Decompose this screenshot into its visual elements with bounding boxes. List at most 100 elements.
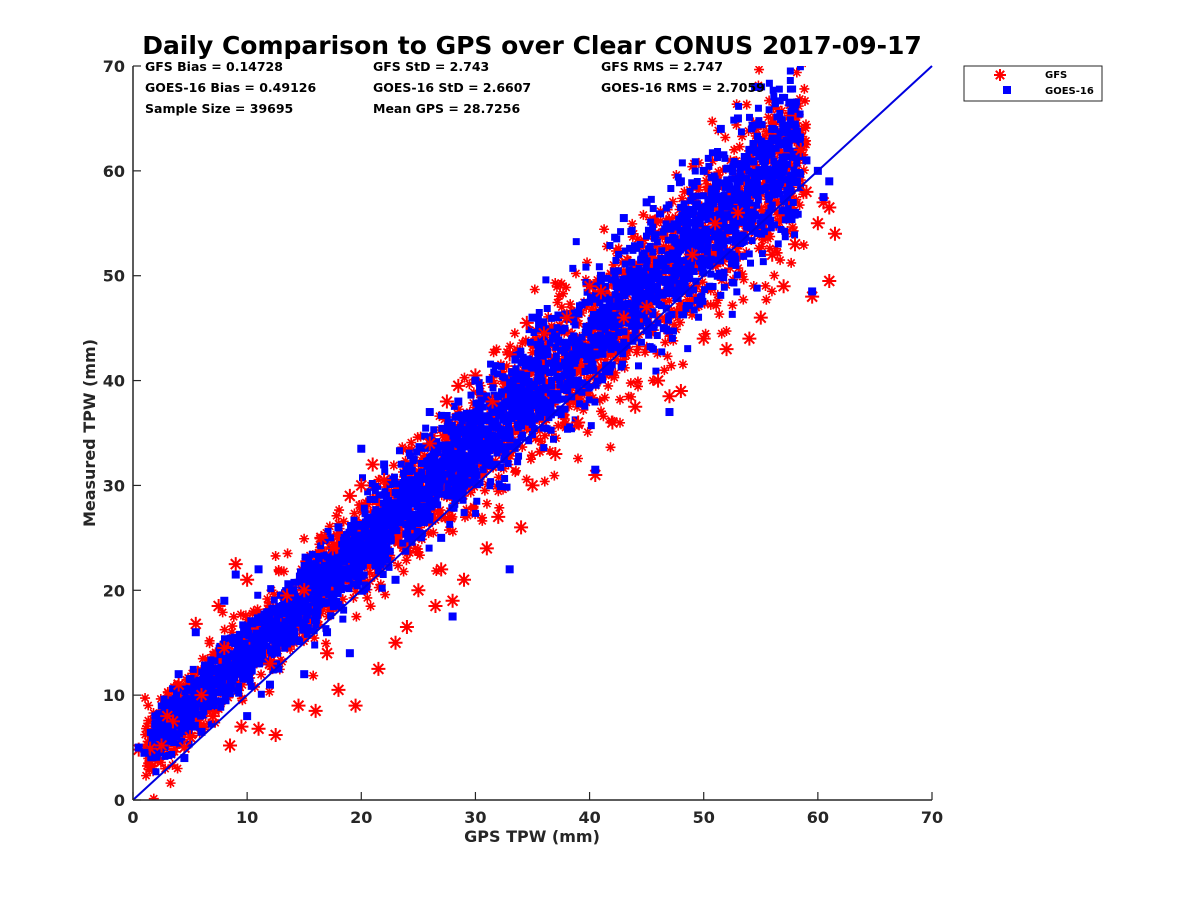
gfs-point <box>519 315 534 330</box>
gfs-point <box>234 719 249 734</box>
gfs-point <box>479 541 494 556</box>
legend-box <box>963 65 1103 102</box>
goes16-point <box>482 449 491 458</box>
goes16-point <box>334 523 343 532</box>
gfs-point <box>377 473 392 488</box>
gfs-point <box>776 279 791 294</box>
gfs-point <box>160 709 175 724</box>
gfs-point <box>223 738 238 753</box>
gfs-point <box>742 331 757 346</box>
one-to-one-line <box>132 65 933 801</box>
gfs-point <box>177 740 192 755</box>
goes16-point <box>311 560 320 569</box>
chart-title: Daily Comparison to GPS over Clear CONUS… <box>142 31 922 60</box>
gfs-point <box>228 557 243 572</box>
goes16-point <box>562 366 571 375</box>
goes16-point <box>539 397 548 406</box>
goes16-point <box>505 565 514 574</box>
gfs-point <box>280 588 295 603</box>
gfs-point <box>491 509 506 524</box>
x-ticks: 0 10 20 30 40 50 60 70 <box>127 792 943 827</box>
gfs-point <box>673 384 688 399</box>
gfs-point <box>548 446 563 461</box>
y-tick-label: 30 <box>103 476 125 495</box>
gfs-point <box>314 530 329 545</box>
goes16-point <box>254 565 263 574</box>
stat-mean-gps: Mean GPS = 28.7256 <box>373 101 520 116</box>
stat-goes16-std: GOES-16 StD = 2.6607 <box>373 80 531 95</box>
gfs-point <box>536 326 551 341</box>
gfs-point <box>502 347 517 362</box>
goes16-point <box>711 187 720 196</box>
goes16-point <box>751 82 760 91</box>
gfs-point <box>451 378 466 393</box>
goes16-point <box>140 748 149 757</box>
goes16-point <box>357 444 366 453</box>
y-tick-label: 20 <box>103 581 125 600</box>
gfs-point <box>651 373 666 388</box>
y-tick-label: 70 <box>103 57 125 76</box>
gfs-point <box>262 656 277 671</box>
gfs-point <box>399 619 414 634</box>
goes16-point <box>676 177 685 186</box>
gfs-point <box>211 599 226 614</box>
goes16-point <box>180 754 189 763</box>
goes16-point <box>819 193 828 202</box>
gfs-point <box>730 205 745 220</box>
goes16-point <box>768 124 777 133</box>
gfs-point <box>793 142 808 157</box>
goes16-bulk-layer <box>146 66 805 776</box>
goes16-point <box>265 680 274 689</box>
y-tick-label: 50 <box>103 267 125 286</box>
goes16-point <box>425 408 434 417</box>
gfs-point <box>165 714 180 729</box>
gfs-point <box>183 730 198 745</box>
goes16-point <box>163 722 172 731</box>
goes16-point <box>585 345 594 354</box>
x-tick-label: 50 <box>693 808 715 827</box>
goes16-point <box>551 334 560 343</box>
gfs-point <box>428 599 443 614</box>
gfs-point <box>354 478 369 493</box>
gfs-point <box>765 247 780 262</box>
stat-goes16-bias: GOES-16 Bias = 0.49126 <box>145 80 316 95</box>
gfs-point <box>708 216 723 231</box>
gfs-point <box>445 593 460 608</box>
goes16-point <box>380 460 389 469</box>
goes16-point <box>391 575 400 584</box>
goes16-point <box>665 408 674 417</box>
goes16-point <box>642 198 651 207</box>
gfs-point <box>325 541 340 556</box>
gfs-point <box>194 688 209 703</box>
y-ticks: 0 10 20 30 40 50 60 70 <box>103 57 141 810</box>
gfs-point <box>468 368 483 383</box>
gfs-point <box>753 310 768 325</box>
gfs-point <box>593 284 608 299</box>
gfs-point <box>514 520 529 535</box>
gfs-point <box>371 661 386 676</box>
goes16-point <box>300 670 309 679</box>
goes16-point <box>448 612 457 621</box>
goes16-point <box>745 145 754 154</box>
gfs-point <box>719 342 734 357</box>
gfs-point <box>582 279 597 294</box>
legend-gfs-marker <box>994 69 1006 81</box>
goes16-point <box>517 418 526 427</box>
gfs-point <box>422 436 437 451</box>
goes16-point <box>808 287 817 296</box>
gfs-point <box>799 184 814 199</box>
goes16-point <box>151 733 160 742</box>
x-tick-label: 0 <box>127 808 138 827</box>
goes16-point <box>460 481 469 490</box>
gfs-point <box>365 457 380 472</box>
x-tick-label: 10 <box>236 808 258 827</box>
gfs-point <box>605 415 620 430</box>
goes16-point <box>454 397 463 406</box>
gfs-point <box>251 721 266 736</box>
x-tick-label: 30 <box>464 808 486 827</box>
gfs-point <box>525 478 540 493</box>
goes16-points-layer <box>134 82 834 763</box>
gfs-point <box>816 195 831 210</box>
gfs-point <box>297 583 312 598</box>
goes16-point <box>733 114 742 123</box>
